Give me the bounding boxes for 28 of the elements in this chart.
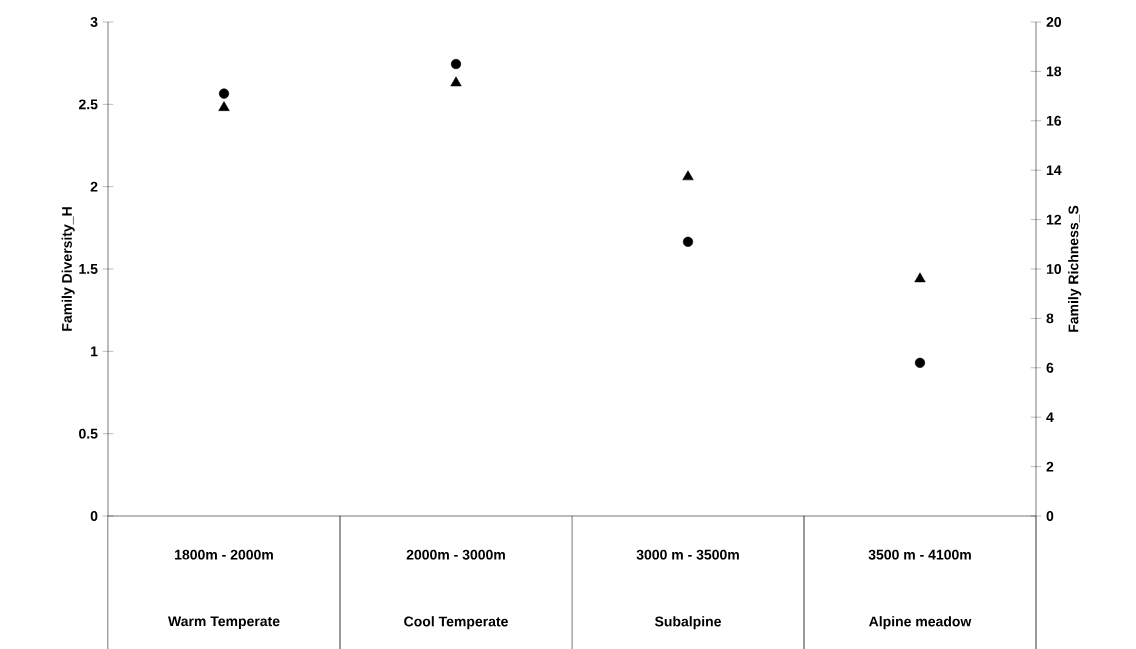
y2-tick-label: 8 [1046, 313, 1054, 324]
text: Subalpine [654, 616, 721, 630]
text: Cool Temperate [404, 616, 508, 630]
y2-tick-label: 20 [1046, 17, 1062, 27]
y2-tick-label: 0 [1046, 511, 1054, 521]
text: Warm Temperate [168, 616, 280, 629]
x-tick-label: 3000 m - 3500m [636, 549, 739, 560]
y2-tick-label: 16 [1046, 115, 1062, 126]
y2-tick-label: 12 [1046, 214, 1062, 225]
y2-tick-label: 10 [1046, 264, 1062, 274]
y2-tick-label: 18 [1046, 66, 1062, 77]
y2-tick-label: 2 [1046, 461, 1054, 472]
text: Alpine meadow [869, 616, 972, 630]
y-tick-label: 2 [90, 181, 98, 192]
y2-tick-label: 14 [1046, 165, 1062, 176]
x-tick-label: 2000m - 3000m [406, 549, 505, 560]
x-tick-label: 3500 m - 4100m [868, 549, 971, 560]
y-axis-title: Family Diversity_H [61, 207, 75, 331]
y-tick-label: 2.5 [78, 99, 98, 110]
y-tick-label: 1 [91, 346, 98, 357]
y2-axis-title: Family Richness_S [1068, 205, 1082, 332]
y-tick-label: 3 [90, 17, 98, 27]
y2-tick-label: 6 [1046, 362, 1054, 373]
y-tick-label: 0.5 [79, 428, 98, 439]
x-tick-label: 1800m - 2000m [175, 549, 273, 560]
y-tick-label: 1.5 [79, 264, 98, 274]
y2-tick-label: 4 [1046, 412, 1054, 423]
y-tick-label: 0 [90, 511, 98, 521]
